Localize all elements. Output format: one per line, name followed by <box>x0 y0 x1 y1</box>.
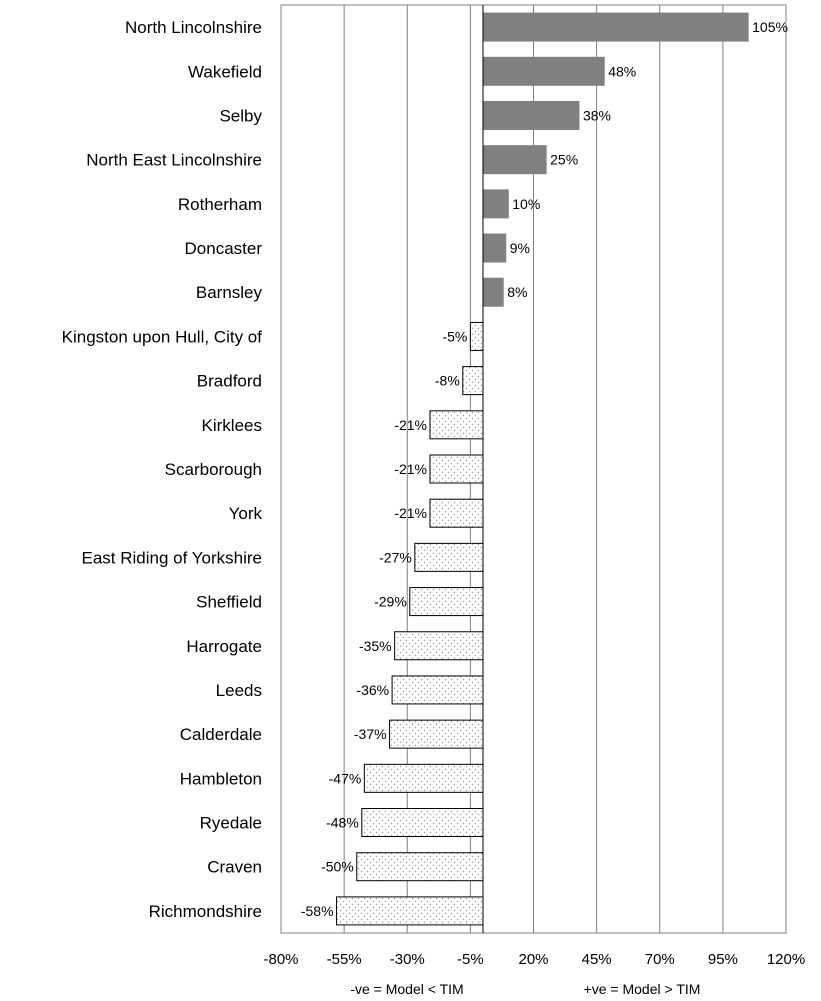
category-label: Ryedale <box>200 814 262 833</box>
x-tick-label: 70% <box>645 951 675 968</box>
data-label: -58% <box>301 903 334 919</box>
data-label: -47% <box>329 770 362 786</box>
bar <box>482 100 580 130</box>
x-tick-label: -30% <box>390 951 425 968</box>
data-label: 105% <box>752 19 788 35</box>
category-label: York <box>229 504 263 523</box>
data-label: -21% <box>394 505 427 521</box>
category-label: Leeds <box>216 681 262 700</box>
bar <box>429 410 484 440</box>
data-label: 8% <box>507 284 527 300</box>
bar <box>429 498 484 528</box>
bar <box>482 189 509 219</box>
category-label: Selby <box>219 106 262 125</box>
category-label: Rotherham <box>178 195 262 214</box>
data-label: -50% <box>321 859 354 875</box>
data-label: -5% <box>442 328 467 344</box>
data-label: 38% <box>583 107 611 123</box>
data-label: 10% <box>512 196 540 212</box>
data-label: -8% <box>435 373 460 389</box>
data-label: -29% <box>374 594 407 610</box>
category-label: Wakefield <box>188 62 262 81</box>
category-label: Doncaster <box>185 239 263 258</box>
bar <box>482 145 547 175</box>
category-label: Bradford <box>197 372 262 391</box>
bar <box>391 675 484 705</box>
bars: 105% 48% 38% 25% 10% 9% 8% -5% -8% -21% -21% -21% -2… <box>301 12 788 926</box>
data-label: -21% <box>394 461 427 477</box>
data-label: -36% <box>356 682 389 698</box>
category-label: Sheffield <box>196 593 262 612</box>
bar <box>356 852 484 882</box>
data-label: 9% <box>510 240 530 256</box>
negative-note: -ve = Model < TIM <box>350 981 463 997</box>
x-tick-label: -5% <box>457 951 484 968</box>
bar <box>482 233 507 263</box>
x-tick-label: 120% <box>767 951 805 968</box>
x-tick-label: -80% <box>263 951 298 968</box>
plot-area-frame <box>280 4 787 934</box>
category-label: North East Lincolnshire <box>86 151 262 170</box>
category-label: Harrogate <box>186 637 262 656</box>
data-label: 25% <box>550 152 578 168</box>
category-labels: North Lincolnshire Wakefield Selby North Ea… <box>62 18 263 921</box>
bar <box>482 12 749 42</box>
bar <box>394 631 484 661</box>
bar <box>409 587 484 617</box>
positive-note: +ve = Model > TIM <box>584 981 701 997</box>
data-label: -27% <box>379 549 412 565</box>
category-label: Hambleton <box>180 769 262 788</box>
bar <box>363 763 484 793</box>
bar <box>336 896 484 926</box>
x-tick-label: -55% <box>327 951 362 968</box>
data-label: -48% <box>326 815 359 831</box>
x-tick-labels: -80% -55% -30% -5% 20% 45% 70% 95% 120% <box>263 951 805 968</box>
x-tick-label: 95% <box>708 951 738 968</box>
category-label: Barnsley <box>196 283 263 302</box>
bar <box>469 321 484 351</box>
category-label: Richmondshire <box>149 902 262 921</box>
data-label: -37% <box>354 726 387 742</box>
category-label: North Lincolnshire <box>125 18 262 37</box>
bar <box>361 808 484 838</box>
bar <box>482 277 504 307</box>
x-tick-label: 45% <box>582 951 612 968</box>
category-label: Kirklees <box>202 416 262 435</box>
category-label: Scarborough <box>165 460 262 479</box>
category-label: Kingston upon Hull, City of <box>62 327 263 346</box>
category-label: East Riding of Yorkshire <box>82 548 263 567</box>
data-label: -21% <box>394 417 427 433</box>
bar <box>389 719 484 749</box>
bar <box>462 366 484 396</box>
bar <box>429 454 484 484</box>
data-label: -35% <box>359 638 392 654</box>
data-label: 48% <box>608 63 636 79</box>
bar <box>414 542 484 572</box>
x-tick-label: 20% <box>518 951 548 968</box>
bar <box>482 56 605 86</box>
category-label: Craven <box>207 858 262 877</box>
category-label: Calderdale <box>180 725 262 744</box>
